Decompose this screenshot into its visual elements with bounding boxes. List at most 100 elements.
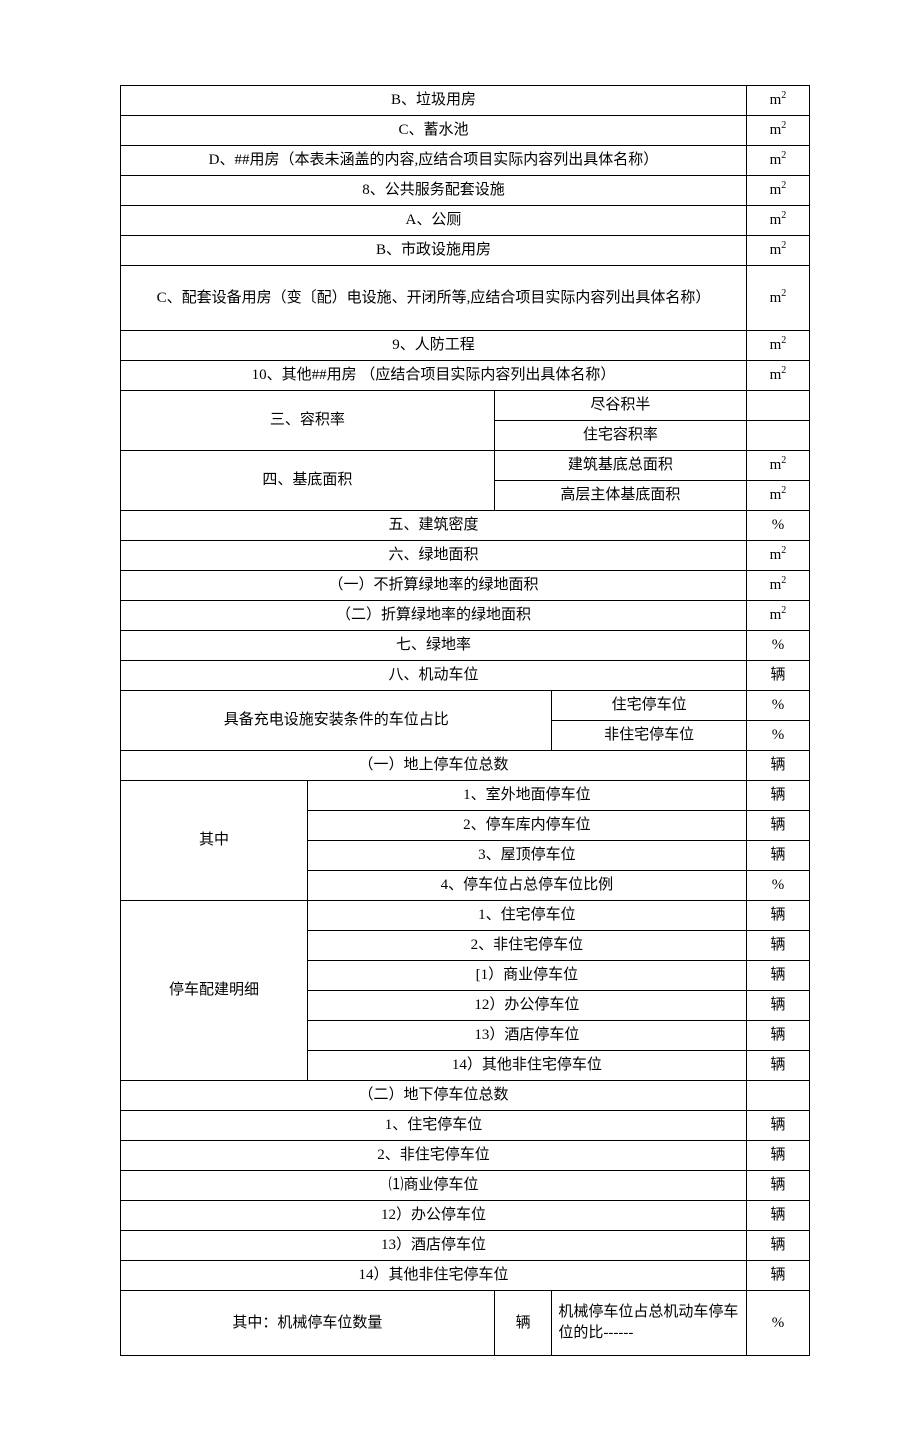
row-label: C、蓄水池 xyxy=(121,116,747,146)
section-8-label: 八、机动车位 xyxy=(121,661,747,691)
row-label: 13）酒店停车位 xyxy=(121,1231,747,1261)
unit-cell: 辆 xyxy=(746,1261,809,1291)
unit-cell: % xyxy=(746,691,809,721)
row-label: 13）酒店停车位 xyxy=(307,1021,746,1051)
unit-cell: 辆 xyxy=(746,931,809,961)
section-3-label: 三、容积率 xyxy=(121,391,495,451)
row-label: 2、非住宅停车位 xyxy=(121,1141,747,1171)
section-6-label: 六、绿地面积 xyxy=(121,541,747,571)
unit-cell: % xyxy=(746,871,809,901)
unit-cell: 辆 xyxy=(746,1051,809,1081)
row-label: A、公厕 xyxy=(121,206,747,236)
row-label: 建筑基底总面积 xyxy=(494,451,746,481)
row-label: （二）折算绿地率的绿地面积 xyxy=(121,601,747,631)
row-label: 住宅容积率 xyxy=(494,421,746,451)
row-label: C、配套设备用房（变〔配）电设施、开闭所等,应结合项目实际内容列出具体名称） xyxy=(121,266,747,331)
group-label-parking-detail: 停车配建明细 xyxy=(121,901,308,1081)
unit-cell: m2 xyxy=(746,116,809,146)
unit-cell: 辆 xyxy=(746,1141,809,1171)
row-label: [1）商业停车位 xyxy=(307,961,746,991)
unit-cell: 辆 xyxy=(746,1201,809,1231)
table-row: 13）酒店停车位 辆 xyxy=(121,1231,810,1261)
unit-cell: 辆 xyxy=(746,661,809,691)
table-row: B、垃圾用房 m2 xyxy=(121,86,810,116)
row-label: 高层主体基底面积 xyxy=(494,481,746,511)
table-row: 12）办公停车位 辆 xyxy=(121,1201,810,1231)
row-label: D、##用房（本表未涵盖的内容,应结合项目实际内容列出具体名称） xyxy=(121,146,747,176)
table-row: 1、住宅停车位 辆 xyxy=(121,1111,810,1141)
unit-cell: 辆 xyxy=(494,1291,552,1356)
unit-cell: 辆 xyxy=(746,901,809,931)
unit-cell: 辆 xyxy=(746,1111,809,1141)
row-label: 12）办公停车位 xyxy=(307,991,746,1021)
row-label: 1、住宅停车位 xyxy=(121,1111,747,1141)
unit-cell: m2 xyxy=(746,451,809,481)
mechanical-left-label: 其中：机械停车位数量 xyxy=(121,1291,495,1356)
table-row: 八、机动车位 辆 xyxy=(121,661,810,691)
row-label: B、垃圾用房 xyxy=(121,86,747,116)
unit-cell: 辆 xyxy=(746,781,809,811)
table-row: A、公厕 m2 xyxy=(121,206,810,236)
unit-cell: m2 xyxy=(746,541,809,571)
unit-cell: m2 xyxy=(746,481,809,511)
table-row: 其中 1、室外地面停车位 辆 xyxy=(121,781,810,811)
mechanical-right-label: 机械停车位占总机动车停车位的比------ xyxy=(552,1291,747,1356)
table-row: （一）不折算绿地率的绿地面积 m2 xyxy=(121,571,810,601)
table-row: B、市政设施用房 m2 xyxy=(121,236,810,266)
above-ground-heading: （一）地上停车位总数 xyxy=(121,751,747,781)
unit-cell xyxy=(746,391,809,421)
unit-cell: 辆 xyxy=(746,1171,809,1201)
row-label: 8、公共服务配套设施 xyxy=(121,176,747,206)
table-row: （二）折算绿地率的绿地面积 m2 xyxy=(121,601,810,631)
row-label: 非住宅停车位 xyxy=(552,721,747,751)
table-row: 停车配建明细 1、住宅停车位 辆 xyxy=(121,901,810,931)
table-row: 七、绿地率 % xyxy=(121,631,810,661)
row-label: 9、人防工程 xyxy=(121,331,747,361)
table-row: 具备充电设施安装条件的车位占比 住宅停车位 % xyxy=(121,691,810,721)
row-label: 14）其他非住宅停车位 xyxy=(121,1261,747,1291)
row-label: 4、停车位占总停车位比例 xyxy=(307,871,746,901)
unit-cell: m2 xyxy=(746,176,809,206)
unit-cell: m2 xyxy=(746,361,809,391)
row-label: ⑴商业停车位 xyxy=(121,1171,747,1201)
unit-cell: m2 xyxy=(746,236,809,266)
row-label: 3、屋顶停车位 xyxy=(307,841,746,871)
charging-label: 具备充电设施安装条件的车位占比 xyxy=(121,691,552,751)
unit-cell: m2 xyxy=(746,86,809,116)
unit-cell: 辆 xyxy=(746,1231,809,1261)
table-row: 五、建筑密度 % xyxy=(121,511,810,541)
unit-cell: % xyxy=(746,1291,809,1356)
section-5-label: 五、建筑密度 xyxy=(121,511,747,541)
row-label: 住宅停车位 xyxy=(552,691,747,721)
row-label: 14）其他非住宅停车位 xyxy=(307,1051,746,1081)
unit-cell: % xyxy=(746,721,809,751)
unit-cell: 辆 xyxy=(746,751,809,781)
unit-cell: 辆 xyxy=(746,811,809,841)
unit-cell: m2 xyxy=(746,331,809,361)
unit-cell: % xyxy=(746,511,809,541)
indicators-table: B、垃圾用房 m2 C、蓄水池 m2 D、##用房（本表未涵盖的内容,应结合项目… xyxy=(120,85,810,1356)
table-row: 三、容积率 尽谷积半 xyxy=(121,391,810,421)
unit-cell xyxy=(746,421,809,451)
table-row: ⑴商业停车位 辆 xyxy=(121,1171,810,1201)
unit-cell: m2 xyxy=(746,266,809,331)
table-row: C、配套设备用房（变〔配）电设施、开闭所等,应结合项目实际内容列出具体名称） m… xyxy=(121,266,810,331)
unit-cell xyxy=(746,1081,809,1111)
table-row: （二）地下停车位总数 xyxy=(121,1081,810,1111)
table-row: 2、非住宅停车位 辆 xyxy=(121,1141,810,1171)
section-7-label: 七、绿地率 xyxy=(121,631,747,661)
table-row: （一）地上停车位总数 辆 xyxy=(121,751,810,781)
unit-cell: 辆 xyxy=(746,961,809,991)
unit-cell: 辆 xyxy=(746,991,809,1021)
table-row: C、蓄水池 m2 xyxy=(121,116,810,146)
row-label: 1、住宅停车位 xyxy=(307,901,746,931)
row-label: 2、停车库内停车位 xyxy=(307,811,746,841)
group-label-qizhong: 其中 xyxy=(121,781,308,901)
unit-cell: % xyxy=(746,631,809,661)
table-row: 8、公共服务配套设施 m2 xyxy=(121,176,810,206)
row-label: 2、非住宅停车位 xyxy=(307,931,746,961)
table-row: 14）其他非住宅停车位 辆 xyxy=(121,1261,810,1291)
table-row: 四、基底面积 建筑基底总面积 m2 xyxy=(121,451,810,481)
row-label: 尽谷积半 xyxy=(494,391,746,421)
unit-cell: m2 xyxy=(746,206,809,236)
